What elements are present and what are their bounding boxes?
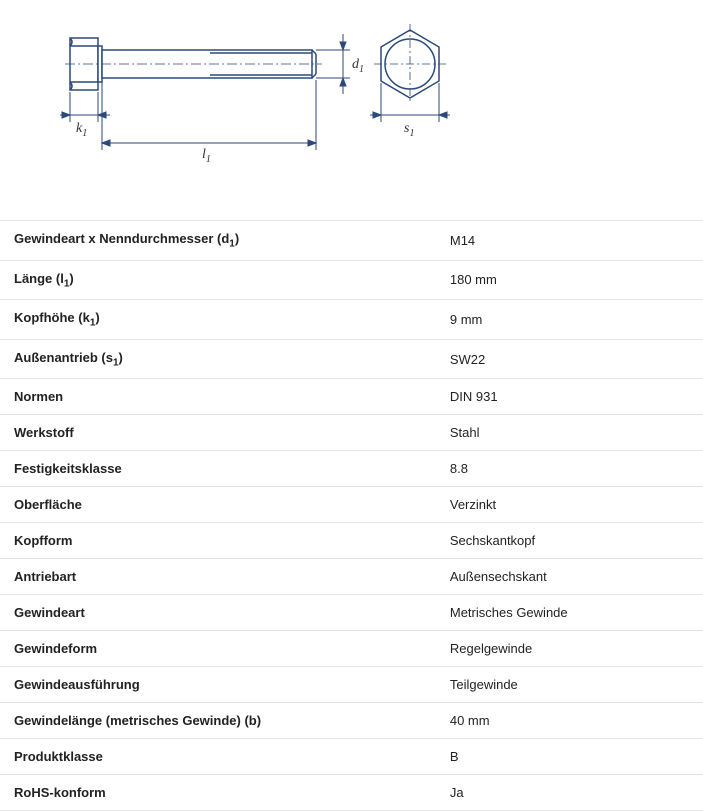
spec-label: Produktklasse xyxy=(0,739,436,775)
spec-label: Kopfhöhe (k1) xyxy=(0,300,436,340)
spec-label: Normen xyxy=(0,379,436,415)
spec-value: 40 mm xyxy=(436,703,703,739)
table-row: GewindeartMetrisches Gewinde xyxy=(0,595,703,631)
spec-value: 180 mm xyxy=(436,260,703,300)
table-row: Gewindeart x Nenndurchmesser (d1)M14 xyxy=(0,221,703,261)
technical-drawing: d1 k1 l1 xyxy=(0,0,703,220)
spec-label: Festigkeitsklasse xyxy=(0,451,436,487)
dim-l1-label: l1 xyxy=(202,147,211,165)
spec-value: Stahl xyxy=(436,415,703,451)
spec-label: Antriebart xyxy=(0,559,436,595)
table-row: GewindeausführungTeilgewinde xyxy=(0,667,703,703)
table-row: KopfformSechskantkopf xyxy=(0,523,703,559)
table-row: WerkstoffStahl xyxy=(0,415,703,451)
table-row: NormenDIN 931 xyxy=(0,379,703,415)
spec-label: Gewindeart x Nenndurchmesser (d1) xyxy=(0,221,436,261)
table-row: Kopfhöhe (k1)9 mm xyxy=(0,300,703,340)
table-row: AntriebartAußensechskant xyxy=(0,559,703,595)
table-row: GewindeformRegelgewinde xyxy=(0,631,703,667)
spec-label: Gewindeart xyxy=(0,595,436,631)
table-row: OberflächeVerzinkt xyxy=(0,487,703,523)
spec-value: Teilgewinde xyxy=(436,667,703,703)
table-row: Gewindelänge (metrisches Gewinde) (b)40 … xyxy=(0,703,703,739)
spec-value: M14 xyxy=(436,221,703,261)
spec-value: DIN 931 xyxy=(436,379,703,415)
spec-label: Länge (l1) xyxy=(0,260,436,300)
spec-value: Ja xyxy=(436,775,703,811)
spec-value: Verzinkt xyxy=(436,487,703,523)
table-row: ProduktklasseB xyxy=(0,739,703,775)
spec-label: Werkstoff xyxy=(0,415,436,451)
spec-label: Kopfform xyxy=(0,523,436,559)
spec-value: Außensechskant xyxy=(436,559,703,595)
spec-label: Gewindeausführung xyxy=(0,667,436,703)
table-row: Länge (l1)180 mm xyxy=(0,260,703,300)
spec-label: RoHS-konform xyxy=(0,775,436,811)
spec-value: 9 mm xyxy=(436,300,703,340)
table-row: Festigkeitsklasse8.8 xyxy=(0,451,703,487)
table-row: Außenantrieb (s1)SW22 xyxy=(0,339,703,379)
spec-value: Metrisches Gewinde xyxy=(436,595,703,631)
spec-label: Gewindelänge (metrisches Gewinde) (b) xyxy=(0,703,436,739)
spec-value: Regelgewinde xyxy=(436,631,703,667)
table-row: RoHS-konformJa xyxy=(0,775,703,811)
spec-value: SW22 xyxy=(436,339,703,379)
dim-k1-label: k1 xyxy=(76,121,87,139)
spec-label: Gewindeform xyxy=(0,631,436,667)
dim-s1-label: s1 xyxy=(404,121,414,139)
spec-value: Sechskantkopf xyxy=(436,523,703,559)
bolt-diagram-svg: d1 k1 l1 xyxy=(60,20,480,200)
spec-table: Gewindeart x Nenndurchmesser (d1)M14Läng… xyxy=(0,220,703,811)
spec-label: Oberfläche xyxy=(0,487,436,523)
dim-d1-label: d1 xyxy=(352,57,364,75)
spec-value: B xyxy=(436,739,703,775)
spec-value: 8.8 xyxy=(436,451,703,487)
spec-label: Außenantrieb (s1) xyxy=(0,339,436,379)
